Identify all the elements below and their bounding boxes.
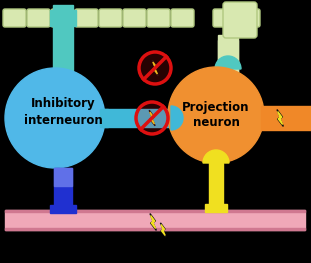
Wedge shape	[203, 150, 229, 163]
Bar	[50, 205, 76, 213]
Text: Projection
neuron: Projection neuron	[182, 100, 250, 129]
Circle shape	[136, 102, 168, 134]
FancyBboxPatch shape	[75, 9, 98, 27]
FancyBboxPatch shape	[213, 9, 236, 27]
FancyBboxPatch shape	[99, 9, 122, 27]
FancyBboxPatch shape	[219, 47, 237, 69]
Polygon shape	[277, 110, 283, 127]
Bar	[100, 109, 108, 127]
Bar	[5, 210, 305, 212]
FancyBboxPatch shape	[27, 9, 50, 27]
Bar	[261, 106, 311, 130]
Polygon shape	[153, 62, 157, 74]
Bar	[205, 204, 227, 212]
Circle shape	[168, 67, 264, 163]
Polygon shape	[149, 110, 155, 126]
FancyBboxPatch shape	[3, 9, 26, 27]
Bar	[209, 163, 223, 210]
Polygon shape	[151, 215, 156, 229]
Bar	[53, 5, 73, 118]
FancyBboxPatch shape	[171, 9, 194, 27]
Bar	[5, 210, 305, 230]
Bar	[54, 168, 72, 186]
FancyBboxPatch shape	[223, 2, 257, 38]
FancyBboxPatch shape	[219, 70, 237, 92]
Wedge shape	[215, 56, 241, 69]
FancyBboxPatch shape	[147, 9, 170, 27]
Circle shape	[139, 52, 171, 84]
Polygon shape	[161, 225, 165, 235]
FancyBboxPatch shape	[51, 9, 74, 27]
Bar	[218, 40, 238, 72]
Bar	[102, 109, 182, 127]
Circle shape	[5, 68, 105, 168]
Bar	[218, 35, 238, 90]
Wedge shape	[48, 101, 78, 116]
Bar	[224, 67, 232, 79]
Polygon shape	[152, 60, 158, 76]
Bar	[50, 10, 76, 26]
Text: Inhibitory
interneuron: Inhibitory interneuron	[24, 98, 102, 127]
Wedge shape	[171, 106, 183, 130]
Polygon shape	[160, 223, 166, 237]
Polygon shape	[150, 112, 154, 124]
Bar	[58, 114, 68, 128]
Bar	[54, 168, 72, 210]
Bar	[212, 151, 220, 165]
Polygon shape	[278, 112, 283, 124]
Polygon shape	[150, 214, 156, 230]
FancyBboxPatch shape	[237, 9, 260, 27]
FancyBboxPatch shape	[123, 9, 146, 27]
Bar	[5, 228, 305, 230]
